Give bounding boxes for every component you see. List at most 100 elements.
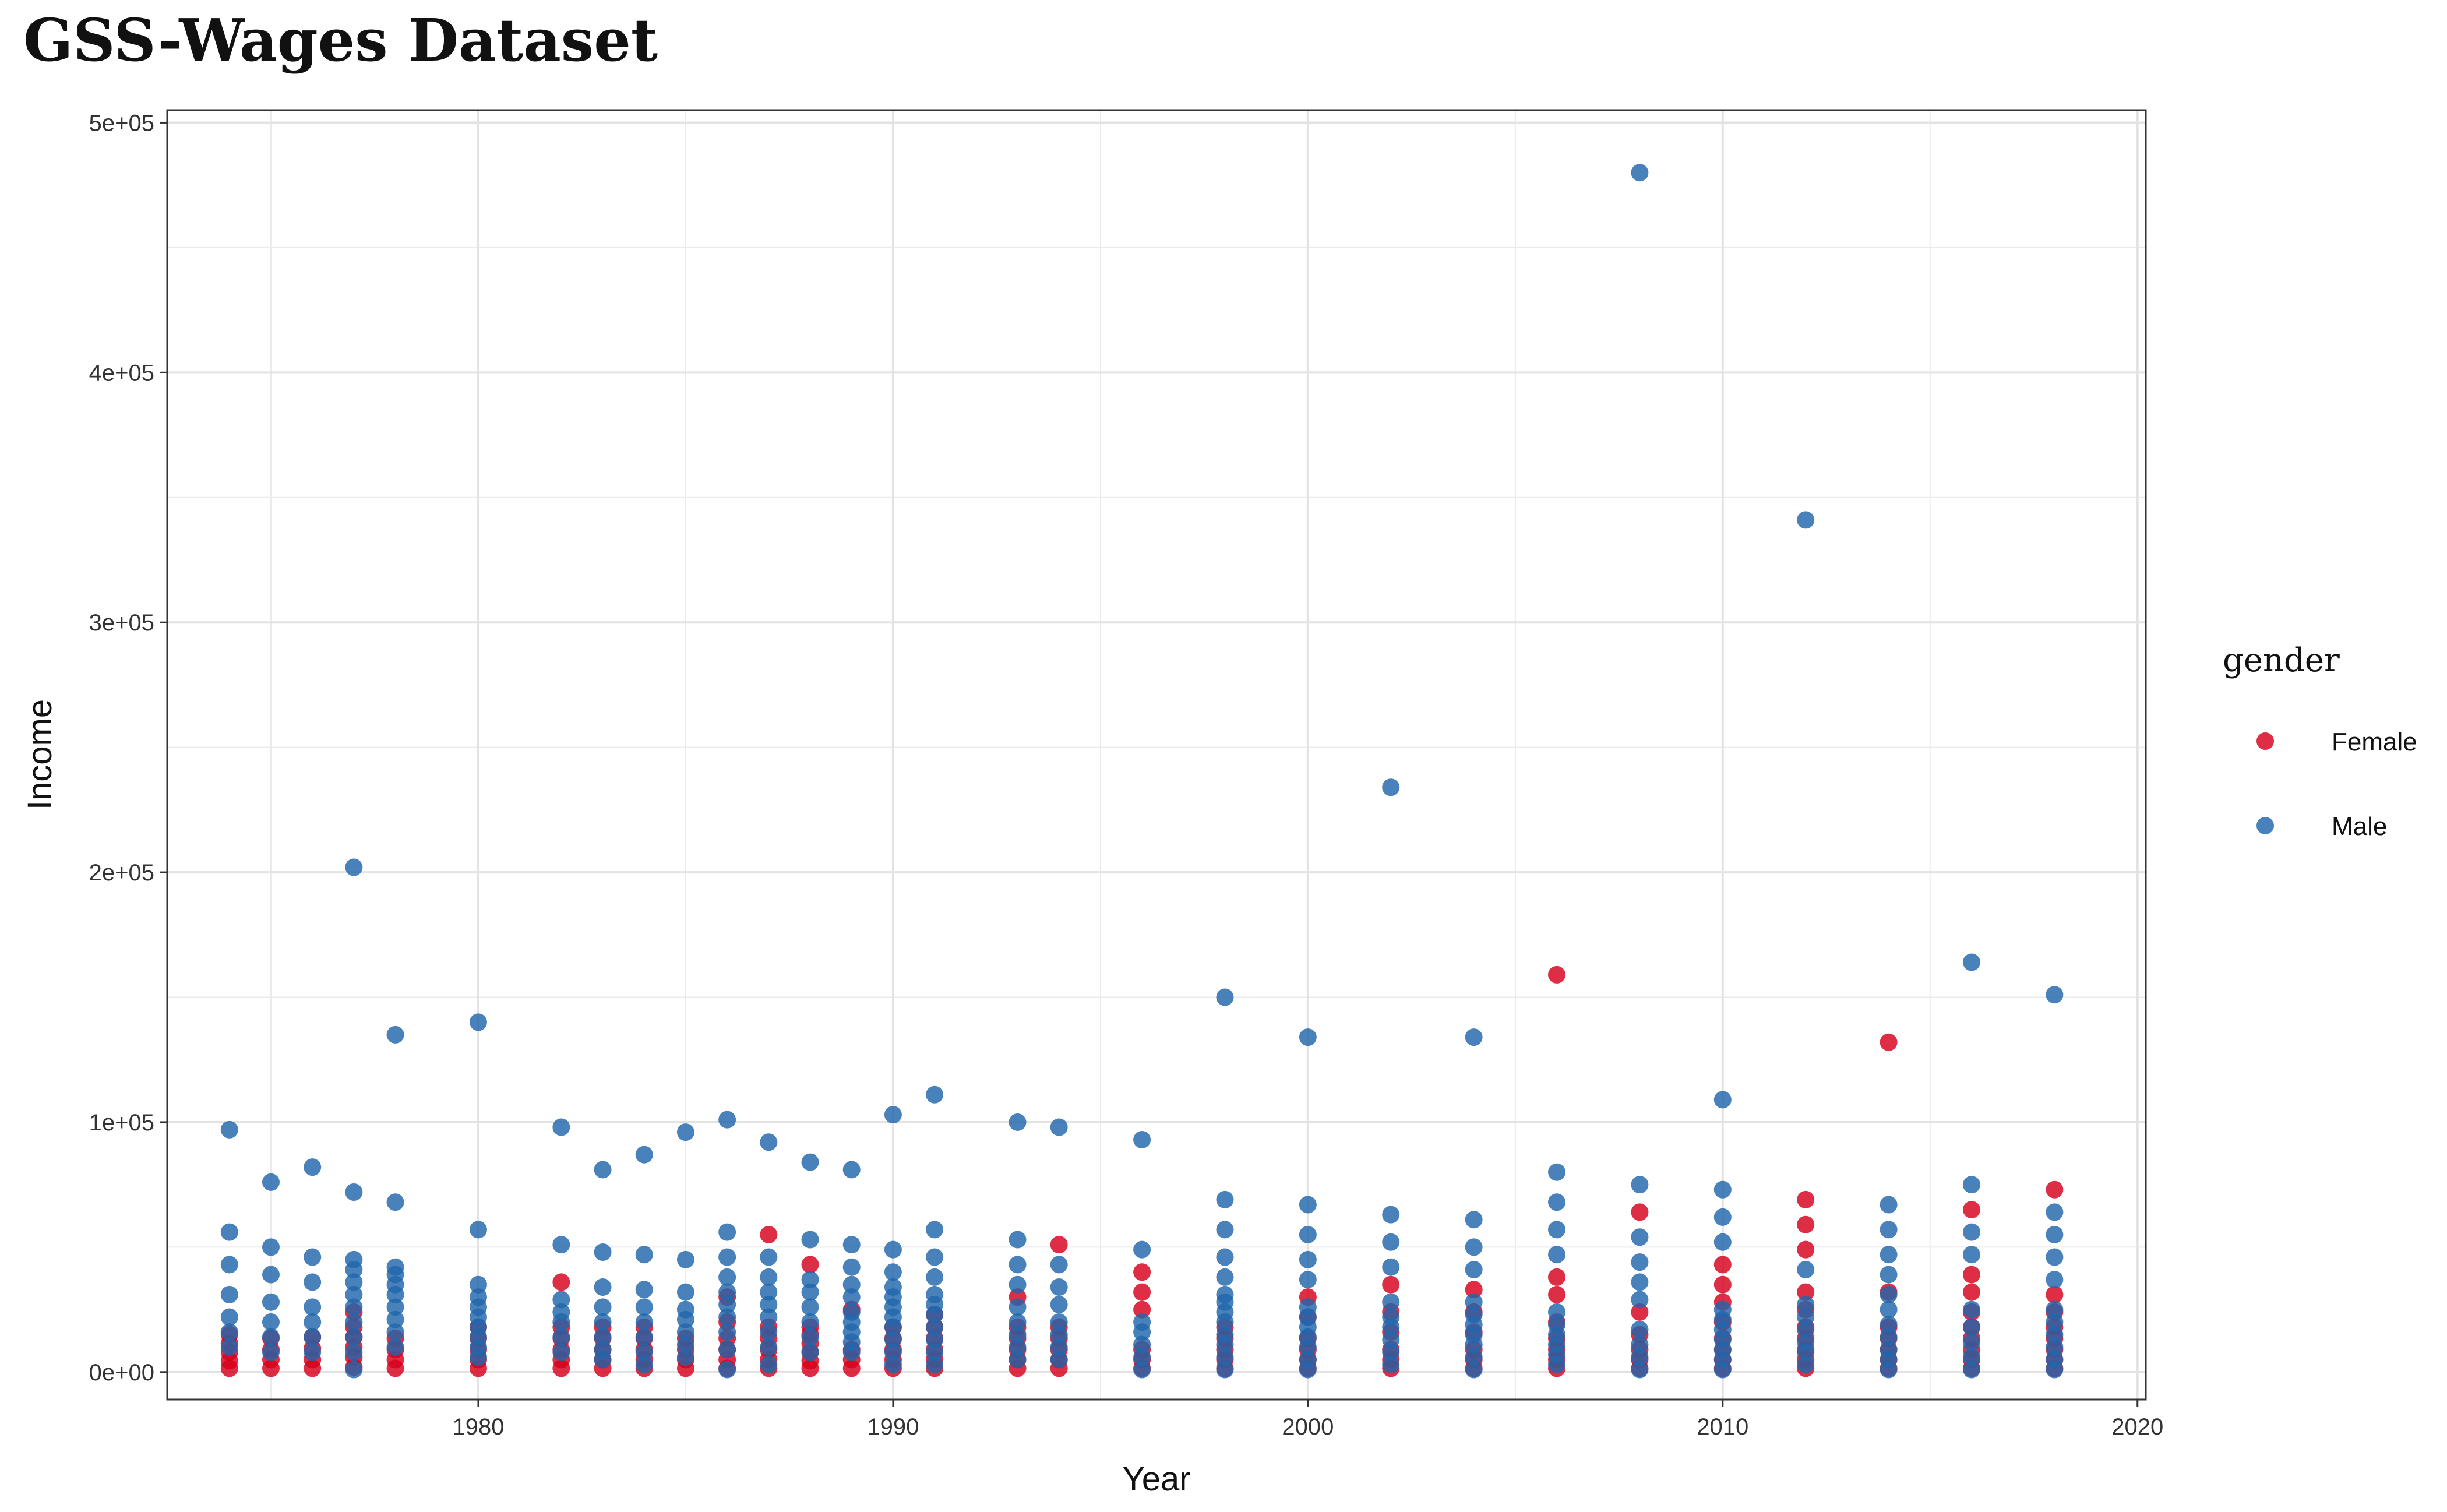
data-point-male bbox=[1050, 1313, 1068, 1331]
data-point-male bbox=[345, 1285, 363, 1303]
data-point-male bbox=[345, 1183, 363, 1201]
data-point-female bbox=[760, 1225, 778, 1243]
data-point-female bbox=[1797, 1283, 1815, 1301]
data-point-male bbox=[635, 1313, 653, 1331]
data-point-male bbox=[1880, 1285, 1898, 1303]
data-point-male bbox=[1797, 1296, 1815, 1314]
data-point-male bbox=[220, 1323, 238, 1341]
data-point-male bbox=[1465, 1361, 1483, 1379]
data-point-male bbox=[718, 1248, 736, 1266]
data-point-male bbox=[345, 1313, 363, 1331]
data-point-male bbox=[552, 1303, 570, 1321]
data-point-male bbox=[801, 1231, 819, 1249]
data-point-male bbox=[1880, 1266, 1898, 1284]
data-point-male bbox=[884, 1106, 902, 1124]
data-point-male bbox=[262, 1343, 280, 1361]
data-point-male bbox=[884, 1355, 902, 1373]
y-axis: 0e+00 1e+05 2e+05 3e+05 4e+05 5e+05 bbox=[89, 110, 167, 1386]
data-point-male bbox=[926, 1085, 944, 1104]
data-point-male bbox=[262, 1293, 280, 1311]
data-point-male bbox=[842, 1258, 861, 1276]
data-point-male bbox=[220, 1256, 238, 1274]
data-point-male bbox=[926, 1355, 944, 1373]
data-point-male bbox=[635, 1246, 653, 1264]
data-point-male bbox=[1631, 1348, 1649, 1366]
data-point-male bbox=[1631, 1273, 1649, 1291]
data-point-male bbox=[1009, 1338, 1027, 1356]
data-point-male bbox=[262, 1328, 280, 1346]
legend-title: gender bbox=[2223, 642, 2340, 679]
data-point-male bbox=[386, 1025, 404, 1044]
data-point-male bbox=[1133, 1348, 1151, 1366]
data-point-female bbox=[2046, 1285, 2064, 1303]
data-point-female bbox=[1133, 1283, 1151, 1301]
data-point-male bbox=[1631, 1361, 1649, 1379]
y-tick-label: 2e+05 bbox=[89, 860, 154, 886]
data-point-male bbox=[1713, 1091, 1732, 1109]
data-point-male bbox=[1548, 1221, 1566, 1239]
data-point-male bbox=[1009, 1351, 1027, 1369]
data-point-male bbox=[1797, 1320, 1815, 1338]
data-point-male bbox=[1299, 1225, 1317, 1243]
data-point-male bbox=[2046, 1248, 2064, 1266]
data-point-male bbox=[552, 1236, 570, 1254]
data-point-female bbox=[1713, 1256, 1732, 1274]
data-point-male bbox=[1299, 1028, 1317, 1046]
data-point-male bbox=[676, 1123, 694, 1141]
data-point-male bbox=[345, 1328, 363, 1346]
data-point-male bbox=[760, 1308, 778, 1326]
data-point-male bbox=[635, 1355, 653, 1373]
data-point-male bbox=[635, 1298, 653, 1316]
data-point-male bbox=[1382, 1355, 1400, 1373]
data-point-male bbox=[2046, 1326, 2064, 1344]
data-point-female bbox=[2046, 1180, 2064, 1199]
data-point-male bbox=[2046, 1225, 2064, 1243]
data-point-male bbox=[718, 1223, 736, 1241]
data-point-male bbox=[262, 1266, 280, 1284]
data-point-male bbox=[718, 1283, 736, 1301]
data-point-female bbox=[1465, 1281, 1483, 1299]
data-point-male bbox=[1797, 1333, 1815, 1351]
data-point-male bbox=[1216, 1348, 1234, 1366]
data-point-male bbox=[1880, 1328, 1898, 1346]
data-point-male bbox=[842, 1303, 861, 1321]
data-point-male bbox=[760, 1248, 778, 1266]
data-point-male bbox=[718, 1111, 736, 1129]
data-point-male bbox=[801, 1298, 819, 1316]
data-point-male bbox=[718, 1361, 736, 1379]
data-point-male bbox=[1009, 1326, 1027, 1344]
data-point-male bbox=[469, 1013, 487, 1031]
data-point-female bbox=[1631, 1303, 1649, 1321]
data-point-male bbox=[2046, 986, 2064, 1004]
data-point-male bbox=[386, 1310, 404, 1328]
x-tick-label: 2000 bbox=[1282, 1414, 1334, 1440]
data-point-male bbox=[1713, 1180, 1732, 1199]
data-point-male bbox=[1631, 1335, 1649, 1354]
data-point-female bbox=[801, 1256, 819, 1274]
data-point-male bbox=[801, 1328, 819, 1346]
data-point-male bbox=[1009, 1113, 1027, 1131]
data-point-male bbox=[1880, 1341, 1898, 1359]
data-point-male bbox=[1009, 1256, 1027, 1274]
data-point-male bbox=[1009, 1231, 1027, 1249]
data-point-male bbox=[1797, 1355, 1815, 1373]
data-point-male bbox=[718, 1323, 736, 1341]
data-point-male bbox=[1631, 1253, 1649, 1271]
data-point-male bbox=[926, 1318, 944, 1336]
data-point-male bbox=[1631, 1320, 1649, 1338]
data-point-male bbox=[760, 1296, 778, 1314]
data-point-male bbox=[1299, 1271, 1317, 1289]
data-point-male bbox=[1548, 1163, 1566, 1181]
data-point-female bbox=[1548, 965, 1566, 984]
data-point-male bbox=[304, 1343, 322, 1361]
data-point-male bbox=[1299, 1298, 1317, 1316]
data-point-male bbox=[1050, 1118, 1068, 1136]
data-point-male bbox=[926, 1268, 944, 1286]
data-point-male bbox=[1962, 1333, 1980, 1351]
grid-major bbox=[167, 110, 2146, 1400]
data-point-male bbox=[1962, 1318, 1980, 1336]
data-point-male bbox=[2046, 1313, 2064, 1331]
data-point-male bbox=[1050, 1351, 1068, 1369]
data-point-male bbox=[801, 1283, 819, 1301]
data-point-male bbox=[1050, 1296, 1068, 1314]
